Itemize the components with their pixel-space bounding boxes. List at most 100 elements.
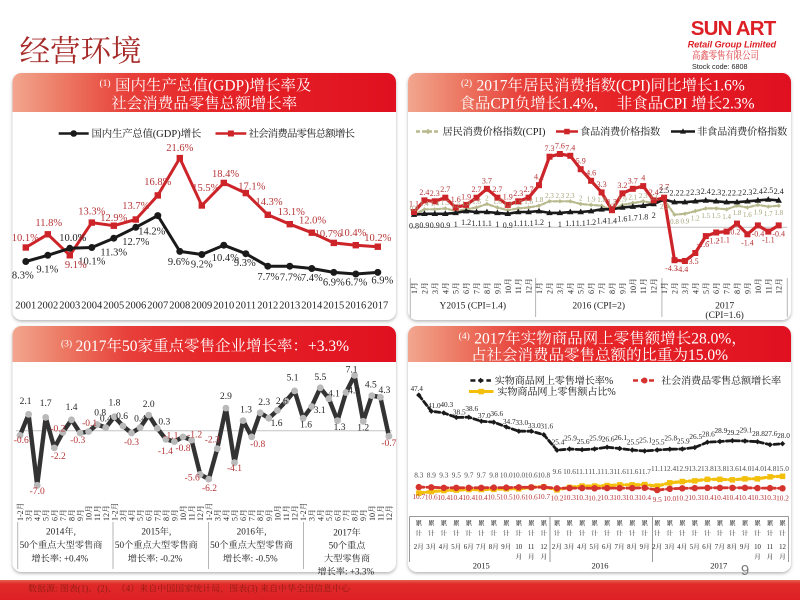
svg-text:1.1: 1.1 xyxy=(472,219,482,228)
svg-text:38.6: 38.6 xyxy=(465,404,478,413)
svg-text:2.3%: 2.3% xyxy=(722,96,754,113)
svg-text:9: 9 xyxy=(741,562,749,579)
svg-text:2.7: 2.7 xyxy=(492,185,502,194)
svg-text:13.3%: 13.3% xyxy=(78,207,105,218)
svg-text:14.0: 14.0 xyxy=(751,464,764,473)
svg-text:8: 8 xyxy=(162,517,171,521)
svg-text:4: 4 xyxy=(641,174,645,183)
svg-text:,: , xyxy=(169,527,171,537)
svg-text:1.4: 1.4 xyxy=(722,213,731,221)
svg-text:0.8: 0.8 xyxy=(410,205,419,213)
svg-text:10.4%: 10.4% xyxy=(212,253,239,264)
svg-text:11: 11 xyxy=(93,513,102,521)
svg-text:21.6%: 21.6% xyxy=(166,143,193,154)
svg-text:1.2: 1.2 xyxy=(534,218,544,227)
svg-text:7.4%: 7.4% xyxy=(301,273,323,284)
svg-text:11: 11 xyxy=(514,286,523,294)
svg-text:7: 7 xyxy=(248,517,257,521)
svg-text:7.3: 7.3 xyxy=(545,144,555,153)
svg-text:25.8: 25.8 xyxy=(664,434,677,443)
svg-text:0.8: 0.8 xyxy=(94,409,106,419)
svg-text:3: 3 xyxy=(564,544,568,551)
svg-text:1.6: 1.6 xyxy=(524,198,533,206)
svg-text:1: 1 xyxy=(410,290,419,294)
svg-text:10.0%: 10.0% xyxy=(59,233,86,244)
svg-text:2: 2 xyxy=(420,290,429,294)
svg-text:0.8: 0.8 xyxy=(670,218,679,226)
svg-text:6: 6 xyxy=(334,517,343,521)
svg-text:2.3: 2.3 xyxy=(545,192,554,200)
svg-text:-0.3: -0.3 xyxy=(70,436,85,446)
svg-text:1.7: 1.7 xyxy=(628,214,638,223)
svg-text:1-2: 1-2 xyxy=(16,510,25,521)
svg-text:25.9: 25.9 xyxy=(589,434,602,443)
svg-text:50: 50 xyxy=(329,541,339,551)
svg-text:11.1: 11.1 xyxy=(576,467,589,476)
svg-text:9.2%: 9.2% xyxy=(191,260,213,271)
svg-text:1.6: 1.6 xyxy=(451,195,461,204)
svg-text:2: 2 xyxy=(652,211,656,220)
svg-text:10: 10 xyxy=(515,544,522,551)
svg-text:12.7%: 12.7% xyxy=(122,237,149,248)
svg-text:28.9: 28.9 xyxy=(715,426,728,435)
svg-text:2017: 2017 xyxy=(710,561,727,571)
svg-text:10.3: 10.3 xyxy=(613,493,626,502)
svg-text:6: 6 xyxy=(145,517,154,521)
svg-text:14.8: 14.8 xyxy=(764,464,777,473)
svg-text:10.3: 10.3 xyxy=(688,493,701,502)
svg-text:10.6: 10.6 xyxy=(563,467,576,476)
svg-text:11: 11 xyxy=(767,544,774,551)
svg-text:2016: 2016 xyxy=(345,301,366,312)
svg-text:2013: 2013 xyxy=(279,301,300,312)
svg-text:6: 6 xyxy=(50,517,59,521)
svg-text:12.9%: 12.9% xyxy=(100,213,127,224)
svg-text:9.1%: 9.1% xyxy=(36,264,58,275)
svg-text:2017: 2017 xyxy=(474,331,505,348)
svg-text:28.0%: 28.0% xyxy=(691,331,731,348)
svg-text:3.1: 3.1 xyxy=(314,406,326,416)
svg-text:6: 6 xyxy=(602,544,606,551)
svg-text:(CPI): (CPI) xyxy=(523,127,546,138)
svg-text:7: 7 xyxy=(476,544,480,551)
svg-text:1.7: 1.7 xyxy=(764,210,773,218)
svg-text:12: 12 xyxy=(525,286,534,294)
svg-text:0.9: 0.9 xyxy=(681,217,690,225)
svg-text:5.1: 5.1 xyxy=(287,374,299,384)
svg-text:7: 7 xyxy=(342,517,351,521)
svg-text:4.1: 4.1 xyxy=(328,390,340,400)
svg-text:2.5: 2.5 xyxy=(660,203,669,211)
svg-text:4.6: 4.6 xyxy=(586,168,596,177)
svg-text:11.6: 11.6 xyxy=(626,467,639,476)
svg-text:2002: 2002 xyxy=(37,301,58,312)
svg-text:-2.2: -2.2 xyxy=(51,452,66,462)
svg-text:2008: 2008 xyxy=(169,301,190,312)
svg-text:-1.6: -1.6 xyxy=(696,240,709,249)
svg-text:-0.4: -0.4 xyxy=(752,229,765,238)
svg-text:10.0: 10.0 xyxy=(512,471,525,480)
svg-text:3: 3 xyxy=(431,290,440,294)
svg-text:5.9: 5.9 xyxy=(576,157,586,166)
svg-text:12: 12 xyxy=(291,513,300,521)
svg-text:6: 6 xyxy=(464,544,468,551)
svg-text:5.5: 5.5 xyxy=(314,373,326,383)
svg-text:4: 4 xyxy=(439,544,443,551)
svg-text:1.3: 1.3 xyxy=(334,423,346,433)
svg-text:1: 1 xyxy=(558,220,562,229)
svg-text:9: 9 xyxy=(740,544,744,551)
svg-text:2011: 2011 xyxy=(235,301,256,312)
svg-text:0.8: 0.8 xyxy=(409,222,419,231)
svg-text:29.1: 29.1 xyxy=(740,426,753,435)
svg-text:-1.1: -1.1 xyxy=(717,236,730,245)
svg-text:4: 4 xyxy=(316,517,325,521)
svg-text:%: % xyxy=(605,376,614,387)
svg-text:9: 9 xyxy=(501,544,505,551)
svg-text:10.7: 10.7 xyxy=(537,492,550,501)
svg-text:9: 9 xyxy=(76,517,85,521)
svg-text:25.4: 25.4 xyxy=(552,438,565,447)
svg-text:12: 12 xyxy=(775,286,784,294)
svg-text:13.6: 13.6 xyxy=(726,464,739,473)
svg-text:12.4: 12.4 xyxy=(663,464,676,473)
svg-text:-6.2: -6.2 xyxy=(202,484,217,494)
svg-text:2.2: 2.2 xyxy=(722,189,732,198)
svg-text:9.5: 9.5 xyxy=(653,495,662,504)
